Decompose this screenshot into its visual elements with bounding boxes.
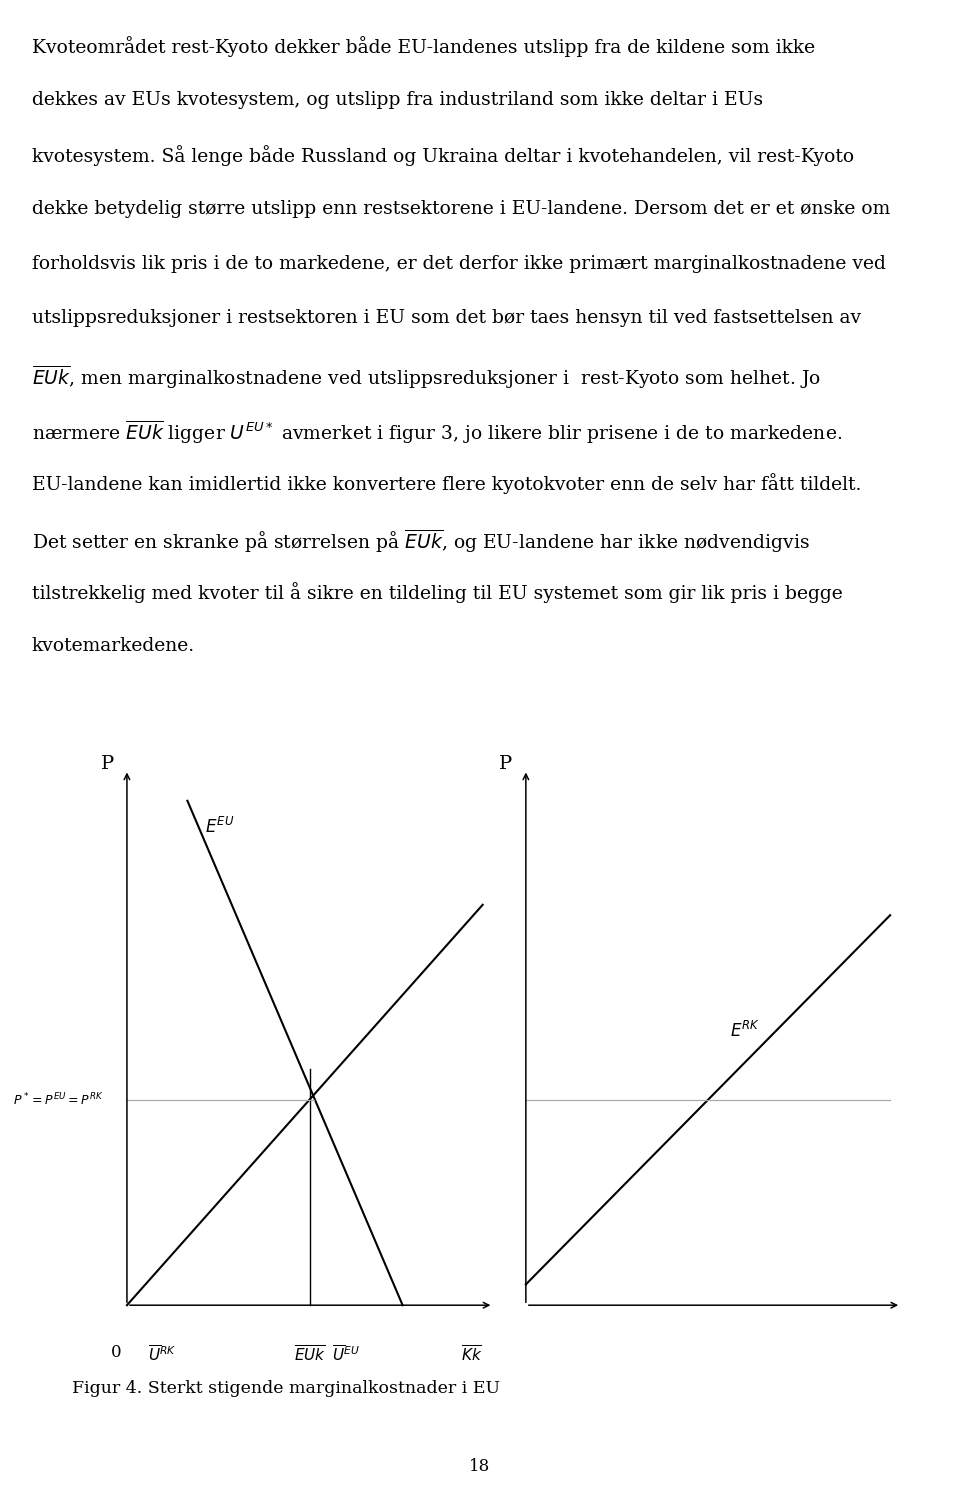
Text: $\overline{EUk}$, men marginalkostnadene ved utslippsreduksjoner i  rest-Kyoto s: $\overline{EUk}$, men marginalkostnadene… (32, 363, 821, 392)
Text: $\overline{EUk}$: $\overline{EUk}$ (294, 1344, 326, 1365)
Text: Det setter en skranke på størrelsen på $\overline{EUk}$, og EU-landene har ikke : Det setter en skranke på størrelsen på $… (32, 528, 809, 555)
Text: $\overline{U}^{RK}$: $\overline{U}^{RK}$ (148, 1344, 177, 1365)
Text: kvotemarkedene.: kvotemarkedene. (32, 636, 195, 654)
Text: $\overline{Kk}$: $\overline{Kk}$ (462, 1344, 483, 1365)
Text: P: P (101, 756, 114, 774)
Text: utslippsreduksjoner i restsektoren i EU som det bør taes hensyn til ved fastsett: utslippsreduksjoner i restsektoren i EU … (32, 309, 861, 327)
Text: Kvoteområdet rest-Kyoto dekker både EU-landenes utslipp fra de kildene som ikke: Kvoteområdet rest-Kyoto dekker både EU-l… (32, 36, 815, 57)
Text: dekke betydelig større utslipp enn restsektorene i EU-landene. Dersom det er et : dekke betydelig større utslipp enn rests… (32, 201, 890, 219)
Text: P: P (499, 756, 513, 774)
Text: $P^* = P^{EU} = P^{RK}$: $P^* = P^{EU} = P^{RK}$ (13, 1092, 104, 1108)
Text: forholdsvis lik pris i de to markedene, er det derfor ikke primært marginalkostn: forholdsvis lik pris i de to markedene, … (32, 255, 885, 273)
Text: Figur 4. Sterkt stigende marginalkostnader i EU: Figur 4. Sterkt stigende marginalkostnad… (72, 1380, 500, 1396)
Text: $E^{RK}$: $E^{RK}$ (730, 1021, 760, 1041)
Text: nærmere $\overline{EUk}$ ligger $U^{EU*}$ avmerket i figur 3, jo likere blir pri: nærmere $\overline{EUk}$ ligger $U^{EU*}… (32, 418, 842, 446)
Text: tilstrekkelig med kvoter til å sikre en tildeling til EU systemet som gir lik pr: tilstrekkelig med kvoter til å sikre en … (32, 582, 843, 603)
Text: EU-landene kan imidlertid ikke konvertere flere kyotokvoter enn de selv har fått: EU-landene kan imidlertid ikke konverter… (32, 474, 861, 495)
Text: dekkes av EUs kvotesystem, og utslipp fra industriland som ikke deltar i EUs: dekkes av EUs kvotesystem, og utslipp fr… (32, 90, 763, 109)
Text: 18: 18 (469, 1458, 491, 1475)
Text: $E^{EU}$: $E^{EU}$ (205, 816, 234, 837)
Text: $\overline{U}^{EU}$: $\overline{U}^{EU}$ (332, 1344, 360, 1365)
Text: kvotesystem. Så lenge både Russland og Ukraina deltar i kvotehandelen, vil rest-: kvotesystem. Så lenge både Russland og U… (32, 145, 853, 166)
Text: 0: 0 (111, 1344, 122, 1362)
